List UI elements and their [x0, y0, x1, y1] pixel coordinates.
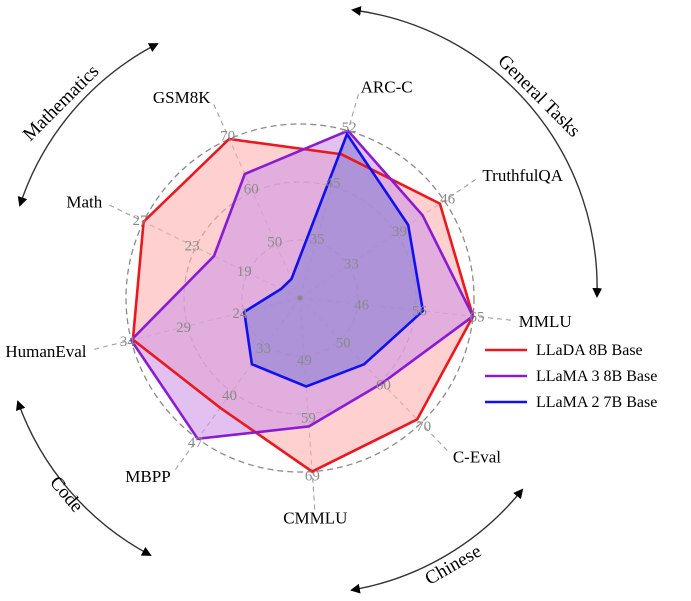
axis-label-truthfulqa: TruthfulQA	[482, 166, 563, 185]
legend-label-llama3: LLaMA 3 8B Base	[536, 368, 657, 385]
axis-label-humaneval: HumanEval	[5, 342, 86, 361]
mathematics-arc	[17, 43, 159, 207]
tick-label-cmmlu-2: 59	[301, 411, 316, 427]
general-tasks-arc	[351, 6, 603, 298]
axis-label-math: Math	[66, 193, 102, 212]
group-label-general-tasks: General Tasks	[493, 51, 584, 142]
center-point	[297, 295, 303, 301]
axis-label-c-eval: C-Eval	[453, 447, 501, 466]
tick-label-gsm8k-3: 70	[220, 128, 235, 144]
tick-label-math-3: 27	[133, 213, 149, 229]
legend: LLaDA 8B Base LLaMA 3 8B Base LLaMA 2 7B…	[485, 342, 657, 411]
tick-labels: 35 45 52 33 39 46 46 56 65 50 60 70 49 59 69 33 40 47 24 29…	[120, 120, 485, 485]
tick-label-arc-c-3: 52	[342, 120, 357, 136]
axis-label-gsm8k: GSM8K	[153, 88, 211, 107]
legend-label-llada: LLaDA 8B Base	[536, 342, 643, 359]
chinese-arc	[350, 488, 524, 594]
tick-label-c-eval-3: 70	[416, 419, 431, 435]
legend-label-llama2: LLaMA 2 7B Base	[536, 394, 657, 411]
tick-label-humaneval-1: 24	[232, 306, 248, 322]
tick-label-humaneval-2: 29	[176, 320, 191, 336]
tick-label-mbpp-1: 33	[256, 341, 271, 357]
tick-label-mmlu-1: 46	[354, 297, 370, 313]
tick-label-arc-c-2: 45	[326, 176, 341, 192]
tick-label-mmlu-3: 65	[470, 310, 485, 326]
tick-label-truthfulqa-2: 39	[392, 224, 407, 240]
tick-label-gsm8k-2: 60	[244, 181, 259, 197]
tick-label-mbpp-2: 40	[222, 388, 237, 404]
tick-label-mbpp-3: 47	[188, 435, 204, 451]
tick-label-gsm8k-1: 50	[267, 234, 282, 250]
axis-label-cmmlu: CMMLU	[283, 508, 347, 527]
group-label-chinese: Chinese	[421, 541, 485, 590]
code-arc	[16, 400, 152, 556]
tick-label-cmmlu-3: 69	[305, 469, 320, 485]
tick-label-cmmlu-1: 49	[297, 353, 312, 369]
tick-label-mmlu-2: 56	[412, 304, 428, 320]
tick-label-math-1: 19	[237, 264, 252, 280]
axis-label-mmlu: MMLU	[519, 312, 572, 331]
tick-label-c-eval-1: 50	[336, 336, 351, 352]
group-label-mathematics: Mathematics	[19, 61, 103, 145]
group-label-code: Code	[45, 472, 87, 516]
tick-label-math-2: 23	[185, 238, 200, 254]
tick-label-truthfulqa-3: 46	[440, 191, 456, 207]
axis-label-mbpp: MBPP	[125, 467, 170, 486]
tick-label-truthfulqa-1: 33	[344, 256, 359, 272]
tick-label-c-eval-2: 60	[376, 377, 391, 393]
grid-ring-3	[125, 123, 475, 473]
tick-label-arc-c-1: 35	[310, 231, 325, 247]
axis-label-arc-c: ARC-C	[361, 78, 413, 97]
tick-label-humaneval-3: 34	[120, 334, 136, 350]
